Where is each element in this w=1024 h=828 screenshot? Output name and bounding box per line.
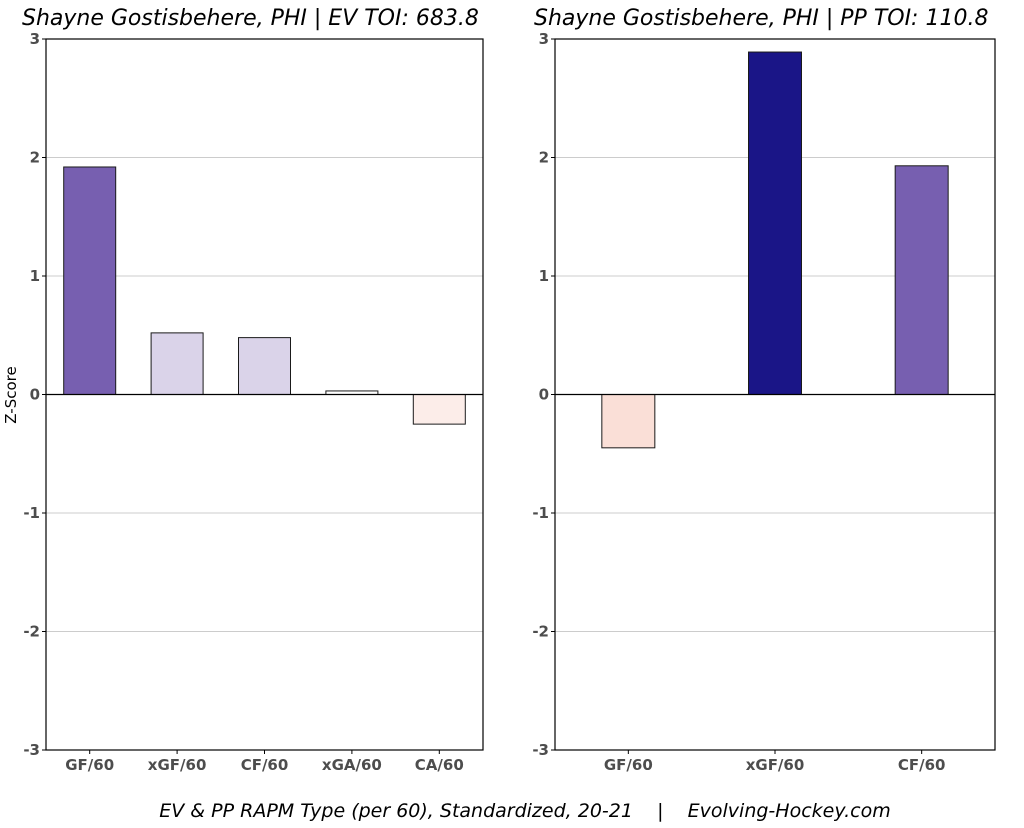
x-tick-label: xGA/60 [322, 756, 382, 774]
x-tick-label: GF/60 [604, 756, 653, 774]
figure-caption: EV & PP RAPM Type (per 60), Standardized… [159, 800, 890, 822]
y-tick-label: -1 [532, 504, 549, 522]
y-tick-label: 3 [539, 30, 549, 48]
x-tick-label: xGF/60 [148, 756, 207, 774]
x-tick-label: xGF/60 [746, 756, 805, 774]
y-tick-label: 3 [30, 30, 40, 48]
y-tick-label: -1 [23, 504, 40, 522]
bar-cf-per-60 [238, 337, 291, 395]
bar-gf-per-60 [601, 394, 656, 449]
y-tick-label: 1 [539, 267, 549, 285]
bar-xgf-per-60 [150, 332, 204, 396]
x-tick-label: CF/60 [241, 756, 289, 774]
y-tick-label: -3 [23, 741, 40, 759]
y-tick-label: -3 [532, 741, 549, 759]
panel-title: Shayne Gostisbehere, PHI | EV TOI: 683.8 [22, 6, 479, 31]
bar-cf-per-60 [894, 165, 949, 395]
x-tick-label: CF/60 [898, 756, 946, 774]
y-tick-label: -2 [23, 623, 40, 641]
y-tick-label: 1 [30, 267, 40, 285]
bar-xgf-per-60 [748, 51, 802, 395]
x-tick-label: CA/60 [415, 756, 464, 774]
bar-ca-per-60 [412, 394, 466, 425]
ev-panel: -3 -2 -1 0 1 2 3 GF/60 xGF/60 CF/60 xGA/60 CA/60 Sha… [2, 6, 484, 774]
y-axis-label: Z-Score [2, 366, 20, 423]
pp-panel: -3 -2 -1 0 1 2 3 GF/60 xGF/60 CF/60 Shayne Gostisb… [532, 6, 996, 774]
bar-gf-per-60 [63, 166, 117, 395]
y-tick-label: 0 [539, 386, 549, 404]
y-tick-label: 0 [30, 386, 40, 404]
panel-title: Shayne Gostisbehere, PHI | PP TOI: 110.8 [534, 6, 988, 31]
y-tick-label: -2 [532, 623, 549, 641]
x-tick-label: GF/60 [65, 756, 114, 774]
y-tick-label: 2 [539, 149, 549, 167]
y-tick-label: 2 [30, 149, 40, 167]
